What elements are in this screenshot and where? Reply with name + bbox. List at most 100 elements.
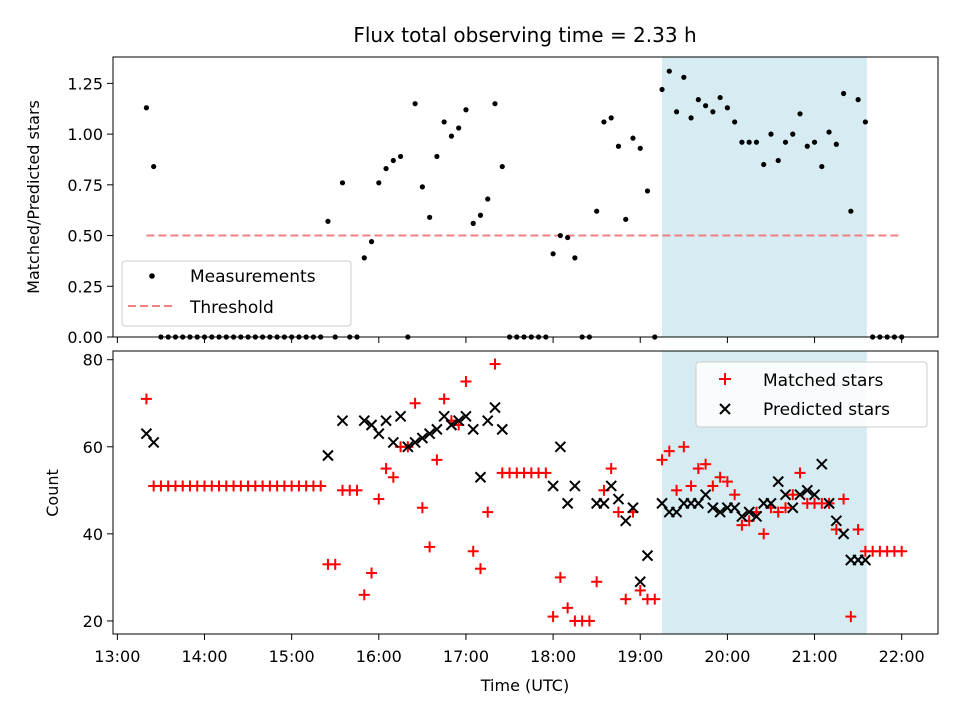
x-tick-label: 20:00 xyxy=(704,647,750,666)
top-highlight-span xyxy=(662,57,867,337)
predicted-star-point xyxy=(823,497,835,510)
measurement-point xyxy=(608,115,614,121)
measurement-point xyxy=(427,214,433,220)
measurement-point xyxy=(325,218,331,224)
y-tick-label: 60 xyxy=(83,438,103,457)
top-x-ticks xyxy=(116,337,903,343)
predicted-star-point xyxy=(147,436,160,449)
x-tick-label: 21:00 xyxy=(791,647,837,666)
measurement-point xyxy=(492,101,498,107)
y-tick-label: 0.75 xyxy=(67,176,103,195)
measurement-point xyxy=(644,188,651,194)
matched-star-point xyxy=(838,493,850,505)
measurement-point xyxy=(412,101,418,107)
matched-star-point xyxy=(358,589,370,601)
measurement-point xyxy=(601,119,607,125)
x-tick-label: 16:00 xyxy=(356,647,402,666)
predicted-star-point xyxy=(830,515,843,527)
matched-star-point xyxy=(692,463,704,475)
bottom-y-axis-label: Count xyxy=(43,469,62,517)
matched-star-point xyxy=(736,519,748,531)
matched-star-point xyxy=(721,476,733,488)
measurement-point xyxy=(572,255,578,261)
bottom-y-axis: 20 40 60 80 xyxy=(83,351,113,631)
measurement-point xyxy=(368,239,375,245)
predicted-star-point xyxy=(765,497,777,510)
matched-star-point xyxy=(845,611,857,623)
predicted-star-point xyxy=(416,432,429,444)
matched-star-point xyxy=(460,375,472,387)
x-tick-label: 22:00 xyxy=(879,647,925,666)
predicted-star-point xyxy=(431,423,443,436)
matched-star-point xyxy=(351,484,363,496)
measurement-point xyxy=(594,208,600,214)
bottom-panel: 13:00 14:00 15:00 16:00 17:00 18:00 19:00 20:00… xyxy=(43,350,939,695)
matched-star-point xyxy=(373,493,385,505)
measurement-point xyxy=(811,139,818,145)
predicted-star-point xyxy=(554,441,567,453)
matched-star-point xyxy=(794,467,806,479)
x-tick-label: 19:00 xyxy=(617,647,663,666)
y-tick-label: 40 xyxy=(83,525,103,544)
predicted-star-point xyxy=(627,502,639,514)
bottom-x-axis: 13:00 14:00 15:00 16:00 17:00 18:00 19:00 20:00… xyxy=(94,634,925,666)
top-legend: Measurements Threshold xyxy=(121,260,352,327)
x-tick-label: 14:00 xyxy=(181,647,227,666)
predicted-star-point xyxy=(692,497,705,510)
legend-predicted-marker xyxy=(719,403,731,415)
matched-star-point xyxy=(540,467,552,479)
matched-star-point xyxy=(729,489,741,501)
predicted-star-point xyxy=(736,510,748,523)
bottom-points-layer xyxy=(140,358,908,627)
measurement-point xyxy=(819,163,825,170)
matched-star-point xyxy=(329,558,341,570)
predicted-star-point xyxy=(569,480,581,492)
predicted-star-point xyxy=(474,471,487,483)
matched-star-point xyxy=(779,502,791,514)
predicted-star-point xyxy=(402,441,414,453)
y-tick-label: 1.00 xyxy=(67,125,103,144)
matched-star-point xyxy=(787,489,799,501)
predicted-star-point xyxy=(707,502,719,514)
matched-star-point xyxy=(671,484,683,496)
measurement-point xyxy=(717,94,723,101)
matched-star-point xyxy=(315,480,327,492)
predicted-star-point xyxy=(445,419,458,431)
measurement-point xyxy=(833,141,839,147)
measurement-point xyxy=(804,143,810,149)
matched-star-point xyxy=(474,563,486,575)
measurement-point xyxy=(557,232,563,239)
predicted-star-point xyxy=(808,488,821,501)
matched-star-point xyxy=(772,506,784,518)
y-tick-label: 0.00 xyxy=(67,328,103,347)
y-tick-label: 0.25 xyxy=(67,277,103,296)
predicted-star-point xyxy=(670,506,683,518)
matched-star-point xyxy=(591,576,603,588)
measurement-point xyxy=(463,107,469,113)
predicted-star-point xyxy=(750,510,763,523)
matched-star-point xyxy=(656,454,668,466)
top-y-axis: 0.00 0.25 0.50 0.75 1.00 1.25 xyxy=(67,74,113,347)
predicted-star-point xyxy=(322,449,334,462)
matched-star-point xyxy=(409,397,421,409)
predicted-star-point xyxy=(373,428,385,440)
matched-star-point xyxy=(685,480,697,492)
measurement-point xyxy=(565,234,571,241)
predicted-star-point xyxy=(728,502,741,514)
matched-star-point xyxy=(758,528,770,540)
measurement-point xyxy=(761,161,767,168)
matched-star-point xyxy=(431,454,443,466)
measurement-point xyxy=(419,184,425,190)
measurement-point xyxy=(746,139,752,145)
measurement-point xyxy=(550,251,556,257)
matched-star-point xyxy=(140,393,152,405)
measurement-point xyxy=(390,157,396,164)
predicted-star-point xyxy=(547,480,559,492)
predicted-star-point xyxy=(140,428,153,440)
measurement-point xyxy=(456,125,462,131)
top-plot-frame xyxy=(112,56,939,338)
measurement-point xyxy=(666,68,672,74)
measurement-point xyxy=(710,109,716,115)
measurement-point xyxy=(637,145,643,151)
